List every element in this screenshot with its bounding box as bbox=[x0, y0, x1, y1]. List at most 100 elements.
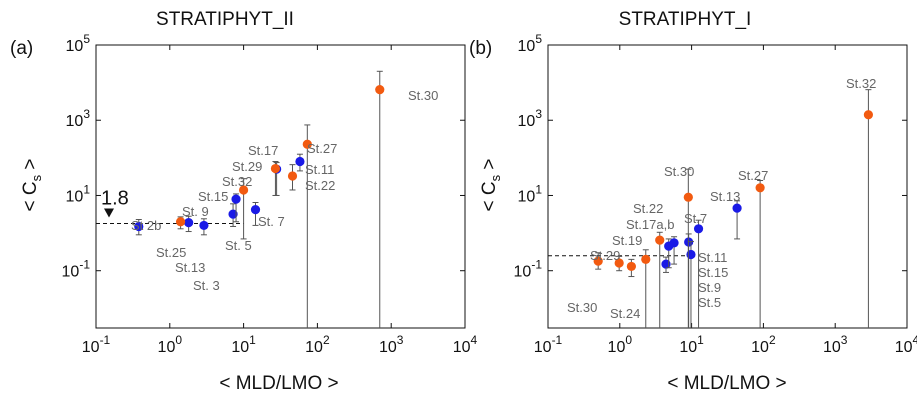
panel-b-x-axis-label: < MLD/LMO > bbox=[667, 373, 786, 394]
data-point bbox=[270, 163, 281, 174]
panel-a-y-ticks: 10-1 101 103 105 bbox=[62, 32, 465, 281]
svg-text:< Cs >: < Cs > bbox=[20, 159, 44, 212]
annot-b-st30-top: St.30 bbox=[664, 164, 694, 179]
panel-b-y-ticks: 10-1 101 103 105 bbox=[514, 32, 907, 281]
data-point bbox=[250, 205, 261, 215]
panel-a-x-axis-label: < MLD/LMO > bbox=[219, 373, 338, 394]
panel-a-y-axis-label-rhs: > bbox=[20, 159, 41, 175]
annot-b-st11: St.11 bbox=[698, 250, 727, 265]
panel-a-x-ticks: 10-1 100 101 102 103 104 bbox=[82, 45, 478, 356]
panel-b-y-axis-label-sub: s bbox=[488, 174, 503, 181]
reference-line-label: 1.8 bbox=[101, 187, 129, 209]
panel-b-points bbox=[593, 89, 874, 328]
annot-b-st29: St.29 bbox=[590, 248, 620, 263]
panel-b: STRATIPHYT_I (b) < Cs > 10-1 100 101 102 103… bbox=[469, 9, 917, 394]
panel-b-annotations: St.32 St.30 St.27 St.13 St.22 St.7 St.17… bbox=[567, 76, 876, 321]
panel-a-label: (a) bbox=[10, 38, 33, 59]
x-tick-label: 103 bbox=[379, 333, 404, 356]
annot-b-st5: St.5 bbox=[698, 295, 721, 310]
annot-a-st9: St. 9 bbox=[182, 204, 209, 219]
x-tick-label: 101 bbox=[231, 333, 256, 356]
y-tick-label: 105 bbox=[66, 32, 91, 55]
annot-b-st17ab: St.17a,b bbox=[626, 217, 674, 232]
data-point bbox=[693, 224, 704, 234]
panel-a-plot-frame bbox=[95, 44, 466, 329]
data-point bbox=[755, 183, 765, 193]
annot-a-st2b: St 2b bbox=[131, 218, 161, 233]
data-point bbox=[626, 261, 636, 272]
data-point bbox=[641, 254, 651, 264]
annot-b-st9: St.9 bbox=[698, 280, 721, 295]
annot-b-st7: St.7 bbox=[684, 211, 707, 226]
data-point bbox=[669, 238, 679, 248]
annot-a-st11: St.11 bbox=[305, 162, 334, 177]
annot-a-st22: St.22 bbox=[305, 178, 335, 193]
panel-a-y-axis-label-sub: s bbox=[29, 174, 44, 181]
annot-a-st7: St. 7 bbox=[258, 214, 285, 229]
data-point bbox=[239, 185, 249, 195]
x-tick-label: 103 bbox=[823, 333, 848, 356]
annot-b-st13: St.13 bbox=[710, 189, 740, 204]
annot-a-st13: St.13 bbox=[175, 260, 205, 275]
x-tick-label: 102 bbox=[305, 333, 330, 356]
data-point bbox=[593, 256, 603, 266]
data-point bbox=[199, 220, 209, 231]
data-point bbox=[732, 203, 742, 213]
panel-a-points bbox=[134, 70, 385, 328]
data-point bbox=[302, 139, 312, 149]
y-tick-label: 105 bbox=[518, 32, 543, 55]
data-point bbox=[863, 110, 874, 120]
y-tick-label: 10-1 bbox=[62, 258, 91, 281]
panel-b-y-axis-label: < Cs > bbox=[479, 159, 503, 212]
x-tick-label: 100 bbox=[158, 333, 183, 356]
annot-b-st15: St.15 bbox=[698, 265, 728, 280]
x-tick-label: 100 bbox=[608, 333, 633, 356]
data-point bbox=[683, 192, 693, 202]
y-tick-label: 103 bbox=[518, 107, 543, 130]
annot-a-st32: St.32 bbox=[222, 174, 252, 189]
panel-b-y-axis-label-lhs: < C bbox=[479, 181, 500, 211]
panel-b-plot-frame bbox=[547, 44, 908, 329]
data-point bbox=[614, 258, 624, 268]
annot-a-st5: St. 5 bbox=[225, 238, 252, 253]
data-point bbox=[231, 194, 241, 204]
data-point bbox=[228, 209, 238, 219]
panel-b-y-axis-label-rhs: > bbox=[479, 159, 500, 175]
annot-b-st19: St.19 bbox=[612, 233, 642, 248]
data-point bbox=[655, 235, 665, 245]
annot-a-st29: St.29 bbox=[232, 159, 262, 174]
annot-b-st30-bottom: St.30 bbox=[567, 300, 597, 315]
x-tick-label: 102 bbox=[751, 333, 776, 356]
x-tick-label: 10-1 bbox=[534, 333, 563, 356]
annot-a-st17: St.17 bbox=[248, 143, 278, 158]
y-tick-label: 101 bbox=[66, 182, 91, 205]
panel-a-annotations: St.30 St.27 St.17 St.11 St.29 St.22 St.3… bbox=[131, 88, 438, 293]
annot-a-st30: St.30 bbox=[408, 88, 438, 103]
panel-b-title: STRATIPHYT_I bbox=[619, 9, 752, 30]
panel-a-y-axis-label-lhs: < C bbox=[20, 181, 41, 211]
annot-a-st27: St.27 bbox=[307, 141, 337, 156]
y-tick-label: 10-1 bbox=[514, 258, 543, 281]
data-point bbox=[375, 85, 385, 95]
x-tick-label: 104 bbox=[895, 333, 917, 356]
data-point bbox=[686, 249, 696, 260]
panel-a-reference: 1.8 bbox=[96, 187, 244, 224]
svg-text:< Cs >: < Cs > bbox=[479, 159, 503, 212]
reference-arrow-icon bbox=[104, 208, 114, 218]
data-point bbox=[295, 156, 305, 167]
panel-a: STRATIPHYT_II (a) < Cs > 10-1 100 101 102 10… bbox=[10, 9, 478, 394]
panel-b-x-ticks: 10-1 100 101 102 103 104 bbox=[534, 45, 917, 356]
data-point bbox=[287, 171, 298, 181]
panel-a-y-axis-label: < Cs > bbox=[20, 159, 44, 212]
panel-a-title: STRATIPHYT_II bbox=[156, 9, 294, 30]
x-tick-label: 10-1 bbox=[82, 333, 111, 356]
panel-b-label: (b) bbox=[469, 38, 492, 59]
annot-a-st3: St. 3 bbox=[193, 278, 220, 293]
annot-b-st22: St.22 bbox=[633, 201, 663, 216]
annot-b-st27: St.27 bbox=[738, 168, 768, 183]
x-tick-label: 101 bbox=[679, 333, 704, 356]
data-point bbox=[134, 221, 144, 232]
data-point bbox=[175, 217, 186, 227]
